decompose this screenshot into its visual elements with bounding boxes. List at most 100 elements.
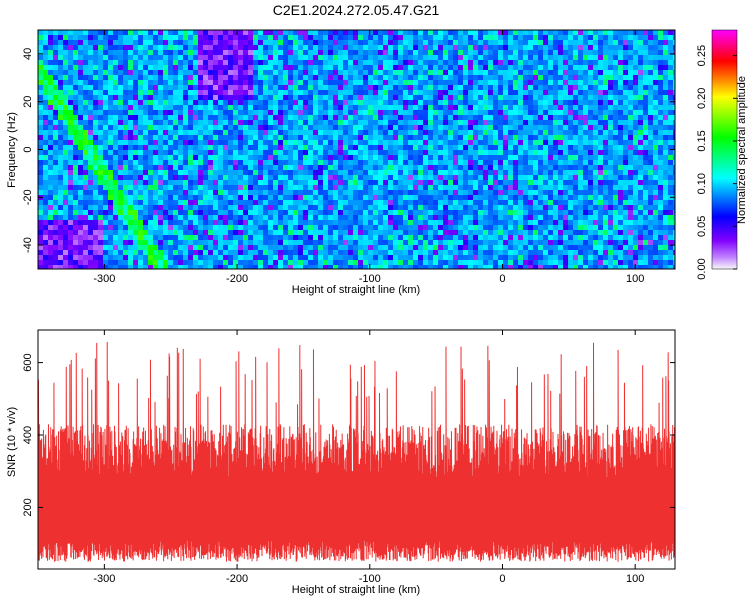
- heatmap-cell: [538, 150, 544, 156]
- heatmap-cell: [128, 135, 134, 141]
- heatmap-cell: [98, 55, 104, 61]
- heatmap-cell: [548, 35, 554, 41]
- heatmap-cell: [373, 50, 379, 56]
- heatmap-cell: [463, 250, 469, 256]
- heatmap-cell: [93, 205, 99, 211]
- heatmap-cell: [553, 155, 559, 161]
- heatmap-cell: [508, 35, 514, 41]
- heatmap-cell: [138, 140, 144, 146]
- heatmap-cell: [263, 35, 269, 41]
- heatmap-cell: [363, 135, 369, 141]
- heatmap-cell: [333, 195, 339, 201]
- heatmap-cell: [108, 70, 114, 76]
- heatmap-cell: [78, 80, 84, 86]
- heatmap-cell: [378, 185, 384, 191]
- heatmap-cell: [388, 180, 394, 186]
- heatmap-cell: [258, 110, 264, 116]
- heatmap-cell: [268, 60, 274, 66]
- heatmap-cell: [128, 175, 134, 181]
- heatmap-cell: [243, 215, 249, 221]
- heatmap-cell: [103, 55, 109, 61]
- heatmap-cell: [398, 180, 404, 186]
- heatmap-cell: [348, 265, 354, 269]
- heatmap-cell: [533, 80, 539, 86]
- heatmap-cell: [508, 235, 514, 241]
- heatmap-cell: [428, 250, 434, 256]
- heatmap-cell: [98, 65, 104, 71]
- heatmap-cell: [88, 35, 94, 41]
- heatmap-cell: [323, 110, 329, 116]
- heatmap-cell: [468, 40, 474, 46]
- heatmap-cell: [258, 175, 264, 181]
- heatmap-cell: [358, 165, 364, 171]
- heatmap-cell: [373, 75, 379, 81]
- heatmap-cell: [408, 125, 414, 131]
- heatmap-cell: [223, 95, 229, 101]
- heatmap-cell: [143, 135, 149, 141]
- heatmap-cell: [283, 190, 289, 196]
- heatmap-cell: [533, 145, 539, 151]
- heatmap-cell: [423, 175, 429, 181]
- heatmap-cell: [118, 100, 124, 106]
- heatmap-cell: [118, 130, 124, 136]
- heatmap-cell: [83, 250, 89, 256]
- heatmap-cell: [458, 125, 464, 131]
- heatmap-cell: [498, 205, 504, 211]
- heatmap-cell: [278, 205, 284, 211]
- heatmap-cell: [338, 85, 344, 91]
- heatmap-cell: [138, 230, 144, 236]
- heatmap-cell: [488, 145, 494, 151]
- heatmap-cell: [303, 240, 309, 246]
- heatmap-cell: [193, 35, 199, 41]
- heatmap-cell: [333, 135, 339, 141]
- heatmap-cell: [248, 55, 254, 61]
- heatmap-cell: [253, 225, 259, 231]
- heatmap-cell: [543, 90, 549, 96]
- heatmap-cell: [303, 190, 309, 196]
- heatmap-cell: [448, 90, 454, 96]
- heatmap-cell: [203, 215, 209, 221]
- heatmap-cell: [463, 210, 469, 216]
- heatmap-cell: [358, 170, 364, 176]
- heatmap-cell: [43, 220, 49, 226]
- heatmap-cell: [383, 120, 389, 126]
- heatmap-cell: [358, 35, 364, 41]
- heatmap-cell: [333, 30, 339, 36]
- heatmap-cell: [248, 165, 254, 171]
- heatmap-cell: [143, 30, 149, 36]
- heatmap-cell: [183, 80, 189, 86]
- heatmap-cell: [113, 240, 119, 246]
- heatmap-cell: [308, 65, 314, 71]
- heatmap-cell: [183, 90, 189, 96]
- heatmap-cell: [368, 235, 374, 241]
- heatmap-cell: [418, 165, 424, 171]
- heatmap-cell: [278, 100, 284, 106]
- heatmap-cell: [498, 155, 504, 161]
- heatmap-cell: [508, 30, 514, 36]
- heatmap-cell: [73, 60, 79, 66]
- heatmap-cell: [538, 195, 544, 201]
- heatmap-cell: [108, 185, 114, 191]
- heatmap-cell: [38, 155, 44, 161]
- heatmap-cell: [103, 120, 109, 126]
- heatmap-cell: [183, 235, 189, 241]
- heatmap-cell: [453, 60, 459, 66]
- heatmap-cell: [313, 195, 319, 201]
- heatmap-cell: [93, 170, 99, 176]
- heatmap-cell: [248, 135, 254, 141]
- heatmap-cell: [38, 50, 44, 56]
- heatmap-cell: [363, 185, 369, 191]
- heatmap-cell: [518, 115, 524, 121]
- heatmap-cell: [53, 120, 59, 126]
- heatmap-cell: [268, 260, 274, 266]
- heatmap-cell: [523, 85, 529, 91]
- heatmap-cell: [473, 180, 479, 186]
- heatmap-cell: [113, 150, 119, 156]
- heatmap-cell: [93, 145, 99, 151]
- heatmap-cell: [423, 215, 429, 221]
- heatmap-cell: [328, 70, 334, 76]
- heatmap-cell: [218, 65, 224, 71]
- heatmap-cell: [178, 190, 184, 196]
- heatmap-cell: [118, 220, 124, 226]
